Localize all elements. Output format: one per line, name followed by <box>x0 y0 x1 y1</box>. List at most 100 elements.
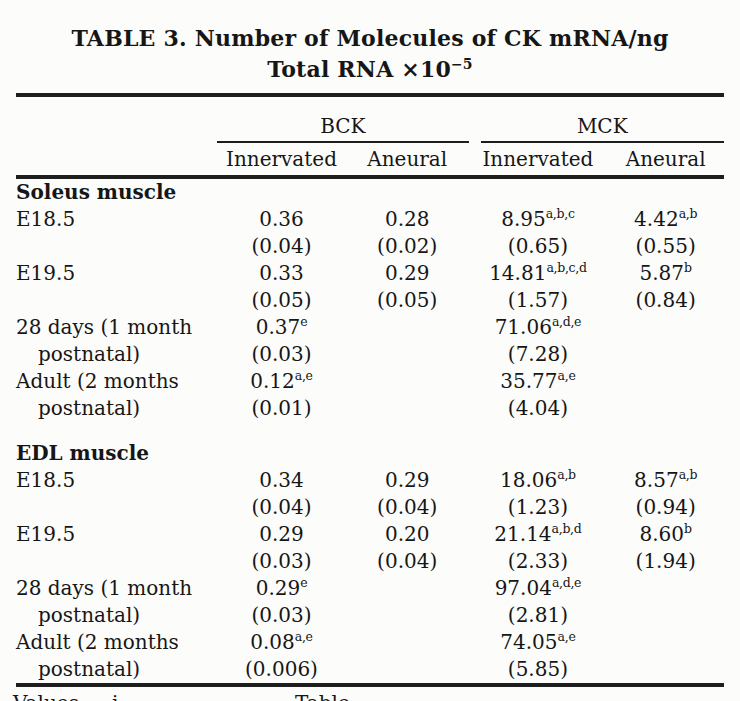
row-label: Adult (2 monthspostnatal) <box>16 368 217 422</box>
data-cell: 5.87b(0.84) <box>607 260 724 314</box>
cell-value: 18.06a,b <box>469 467 608 494</box>
cell-value: 71.06a,d,e <box>469 314 608 341</box>
cell-se: (5.85) <box>469 656 608 683</box>
data-cell: 74.05a,e(5.85) <box>469 629 608 683</box>
table-row: 28 days (1 monthpostnatal) 0.37e(0.03) 7… <box>16 314 724 368</box>
section-title: EDL muscle <box>16 422 724 467</box>
cell-value: 74.05a,e <box>469 629 608 656</box>
cell-se: (7.28) <box>469 341 608 368</box>
cell-se: (0.04) <box>346 494 469 521</box>
cell-se: (4.04) <box>469 395 608 422</box>
table-row: E18.5 0.36(0.04) 0.28(0.02) 8.95a,b,c(0.… <box>16 206 724 260</box>
cell-value: 14.81a,b,c,d <box>469 260 608 287</box>
subheader-bck-innervated: Innervated <box>217 143 346 177</box>
subheader-row: Innervated Aneural Innervated Aneural <box>16 143 724 177</box>
table-title-line1: TABLE 3. Number of Molecules of CK mRNA/… <box>0 25 740 51</box>
cell-se: (0.84) <box>607 287 724 314</box>
group-label-mck: MCK <box>481 114 724 143</box>
cell-value: 21.14a,b,d <box>469 521 608 548</box>
table-row: E19.5 0.33(0.05) 0.29(0.05) 14.81a,b,c,d… <box>16 260 724 314</box>
value-superscript: b <box>684 261 692 276</box>
data-cell-empty <box>607 575 724 629</box>
value-superscript: a,e <box>295 630 313 645</box>
subheader-spacer <box>16 143 217 177</box>
data-cell-empty <box>607 629 724 683</box>
cell-value: 0.37e <box>217 314 346 341</box>
value-superscript: e <box>300 576 307 591</box>
row-label: E18.5 <box>16 467 217 521</box>
group-header-mck: MCK <box>469 97 724 143</box>
cell-se: (0.04) <box>217 494 346 521</box>
section-title: Soleus muscle <box>16 177 724 206</box>
data-cell-empty <box>607 368 724 422</box>
table-row: Adult (2 monthspostnatal) 0.08a,e(0.006)… <box>16 629 724 683</box>
data-cell: 0.29e(0.03) <box>217 575 346 629</box>
cell-value: 8.57a,b <box>607 467 724 494</box>
data-cell: 97.04a,d,e(2.81) <box>469 575 608 629</box>
row-label: Adult (2 monthspostnatal) <box>16 629 217 683</box>
cell-se: (0.04) <box>346 548 469 575</box>
table-title-line2: Total RNA ×10−5 <box>0 51 740 82</box>
table-row: E18.5 0.34(0.04) 0.29(0.04) 18.06a,b(1.2… <box>16 467 724 521</box>
value-superscript: a,b <box>557 468 576 483</box>
value-superscript: a,b <box>679 468 698 483</box>
value-superscript: a,b <box>679 207 698 222</box>
group-header-spacer <box>16 97 217 143</box>
row-label: E19.5 <box>16 260 217 314</box>
title-exponent: −5 <box>451 56 473 72</box>
data-cell: 4.42a,b(0.55) <box>607 206 724 260</box>
row-label: E18.5 <box>16 206 217 260</box>
cell-se: (1.94) <box>607 548 724 575</box>
cell-se: (1.23) <box>469 494 608 521</box>
table-row: Adult (2 monthspostnatal) 0.12a,e(0.01) … <box>16 368 724 422</box>
cell-value: 0.12a,e <box>217 368 346 395</box>
data-cell: 21.14a,b,d(2.33) <box>469 521 608 575</box>
cell-se: (0.04) <box>217 233 346 260</box>
row-label: 28 days (1 monthpostnatal) <box>16 575 217 629</box>
cell-se: (0.006) <box>217 656 346 683</box>
cell-se: (0.03) <box>217 602 346 629</box>
cell-value: 0.36 <box>217 206 346 233</box>
row-label: E19.5 <box>16 521 217 575</box>
cell-value: 0.28 <box>346 206 469 233</box>
cell-value: 8.60b <box>607 521 724 548</box>
row-label: 28 days (1 monthpostnatal) <box>16 314 217 368</box>
cell-value: 4.42a,b <box>607 206 724 233</box>
data-cell: 35.77a,e(4.04) <box>469 368 608 422</box>
cell-se: (0.03) <box>217 548 346 575</box>
group-header-bck: BCK <box>217 97 468 143</box>
group-header-row: BCK MCK <box>16 97 724 143</box>
cell-value: 0.33 <box>217 260 346 287</box>
table-row: 28 days (1 monthpostnatal) 0.29e(0.03) 9… <box>16 575 724 629</box>
data-cell-empty <box>346 368 469 422</box>
cell-se: (0.65) <box>469 233 608 260</box>
table-rules-frame: BCK MCK Innervated Aneural Innervated An… <box>16 93 724 687</box>
table-row: E19.5 0.29(0.03) 0.20(0.04) 21.14a,b,d(2… <box>16 521 724 575</box>
cell-value: 97.04a,d,e <box>469 575 608 602</box>
data-cell: 0.29(0.05) <box>346 260 469 314</box>
subheader-bck-aneural: Aneural <box>346 143 469 177</box>
data-cell: 0.29(0.04) <box>346 467 469 521</box>
data-cell: 0.36(0.04) <box>217 206 346 260</box>
cell-se: (0.03) <box>217 341 346 368</box>
data-cell-empty <box>346 575 469 629</box>
cell-value: 8.95a,b,c <box>469 206 608 233</box>
data-cell: 71.06a,d,e(7.28) <box>469 314 608 368</box>
value-superscript: b <box>684 522 692 537</box>
data-cell: 0.28(0.02) <box>346 206 469 260</box>
cell-value: 0.20 <box>346 521 469 548</box>
data-cell: 14.81a,b,c,d(1.57) <box>469 260 608 314</box>
cell-se: (0.55) <box>607 233 724 260</box>
section-header-edl: EDL muscle <box>16 422 724 467</box>
data-cell: 0.37e(0.03) <box>217 314 346 368</box>
data-cell: 8.57a,b(0.94) <box>607 467 724 521</box>
value-superscript: a,e <box>295 369 313 384</box>
value-superscript: a,b,c,d <box>546 261 586 276</box>
data-cell-empty <box>346 314 469 368</box>
data-cell: 0.20(0.04) <box>346 521 469 575</box>
cell-se: (2.33) <box>469 548 608 575</box>
cell-value: 0.29e <box>217 575 346 602</box>
value-superscript: a,e <box>558 369 576 384</box>
cell-se: (0.01) <box>217 395 346 422</box>
data-cell-empty <box>607 314 724 368</box>
